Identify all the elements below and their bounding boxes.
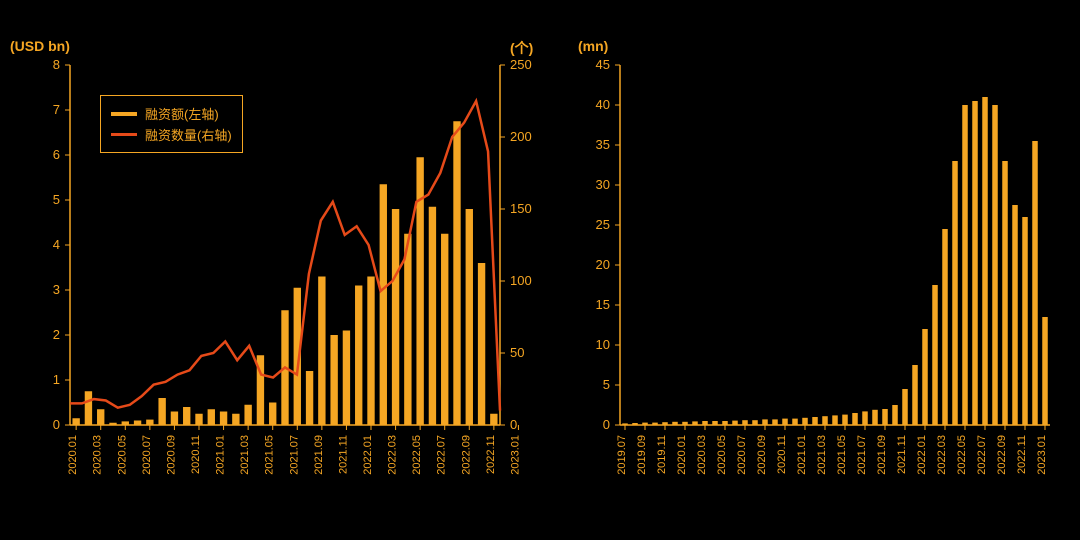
svg-text:5: 5 — [603, 377, 610, 392]
svg-text:2020.05: 2020.05 — [116, 435, 128, 475]
svg-text:35: 35 — [596, 137, 610, 152]
svg-text:2022.05: 2022.05 — [411, 435, 423, 475]
svg-text:2021.01: 2021.01 — [796, 435, 808, 475]
svg-text:8: 8 — [53, 57, 60, 72]
svg-text:2019.11: 2019.11 — [656, 435, 668, 474]
svg-text:2019.07: 2019.07 — [616, 435, 628, 475]
legend-item: 融资数量(右轴) — [111, 125, 232, 144]
svg-text:0: 0 — [53, 417, 60, 432]
svg-text:1: 1 — [53, 372, 60, 387]
svg-text:2020.03: 2020.03 — [696, 435, 708, 475]
svg-text:2022.09: 2022.09 — [996, 435, 1008, 475]
svg-text:2021.11: 2021.11 — [337, 435, 349, 474]
svg-text:2022.05: 2022.05 — [956, 435, 968, 475]
svg-text:15: 15 — [596, 297, 610, 312]
svg-text:2020.01: 2020.01 — [676, 435, 688, 475]
svg-text:20: 20 — [596, 257, 610, 272]
svg-text:2022.11: 2022.11 — [485, 435, 497, 474]
svg-text:2020.09: 2020.09 — [756, 435, 768, 475]
svg-text:2019.09: 2019.09 — [636, 435, 648, 475]
svg-text:4: 4 — [53, 237, 60, 252]
line-swatch-icon — [111, 133, 137, 136]
bar-swatch-icon — [111, 112, 137, 116]
svg-text:2020.11: 2020.11 — [776, 435, 788, 474]
svg-text:40: 40 — [596, 97, 610, 112]
svg-text:2020.01: 2020.01 — [67, 435, 79, 475]
svg-text:2023.01: 2023.01 — [509, 435, 521, 475]
svg-text:2022.03: 2022.03 — [387, 435, 399, 475]
svg-text:5: 5 — [53, 192, 60, 207]
svg-text:6: 6 — [53, 147, 60, 162]
svg-text:250: 250 — [510, 57, 532, 72]
svg-text:30: 30 — [596, 177, 610, 192]
svg-text:45: 45 — [596, 57, 610, 72]
svg-text:2022.03: 2022.03 — [936, 435, 948, 475]
svg-text:2020.05: 2020.05 — [716, 435, 728, 475]
legend-box: 融资额(左轴) 融资数量(右轴) — [100, 95, 243, 153]
svg-text:150: 150 — [510, 201, 532, 216]
svg-text:2020.11: 2020.11 — [190, 435, 202, 474]
svg-text:2021.07: 2021.07 — [856, 435, 868, 475]
legend-label: 融资数量(右轴) — [145, 125, 232, 144]
svg-text:0: 0 — [603, 417, 610, 432]
svg-text:2020.03: 2020.03 — [92, 435, 104, 475]
svg-text:2021.01: 2021.01 — [215, 435, 227, 475]
svg-text:2021.07: 2021.07 — [288, 435, 300, 475]
svg-text:2021.05: 2021.05 — [264, 435, 276, 475]
svg-text:2021.03: 2021.03 — [816, 435, 828, 475]
svg-text:2022.11: 2022.11 — [1016, 435, 1028, 474]
svg-text:25: 25 — [596, 217, 610, 232]
svg-text:2021.09: 2021.09 — [313, 435, 325, 475]
legend-label: 融资额(左轴) — [145, 104, 219, 123]
svg-text:2021.03: 2021.03 — [239, 435, 251, 475]
svg-text:0: 0 — [510, 417, 517, 432]
svg-text:2020.07: 2020.07 — [141, 435, 153, 475]
svg-text:2022.01: 2022.01 — [362, 435, 374, 475]
svg-text:2022.01: 2022.01 — [916, 435, 928, 475]
svg-text:2: 2 — [53, 327, 60, 342]
svg-text:2023.01: 2023.01 — [1036, 435, 1048, 475]
svg-text:100: 100 — [510, 273, 532, 288]
svg-text:10: 10 — [596, 337, 610, 352]
svg-text:2020.07: 2020.07 — [736, 435, 748, 475]
right-chart: 0 5 10 15 20 25 30 35 40 45 2019.07 2019.09 2019.11 2… — [560, 0, 1080, 540]
svg-text:3: 3 — [53, 282, 60, 297]
svg-text:200: 200 — [510, 129, 532, 144]
svg-text:50: 50 — [510, 345, 524, 360]
svg-text:2021.09: 2021.09 — [876, 435, 888, 475]
svg-text:2022.07: 2022.07 — [976, 435, 988, 475]
svg-text:2021.05: 2021.05 — [836, 435, 848, 475]
svg-text:7: 7 — [53, 102, 60, 117]
svg-text:2020.09: 2020.09 — [165, 435, 177, 475]
svg-text:2022.09: 2022.09 — [460, 435, 472, 475]
left-chart: 0 1 2 3 4 5 6 7 8 0 50 100 150 200 250 2020.01 2020.03 20… — [0, 0, 560, 540]
svg-text:2021.11: 2021.11 — [896, 435, 908, 474]
svg-text:2022.07: 2022.07 — [436, 435, 448, 475]
legend-item: 融资额(左轴) — [111, 104, 232, 123]
